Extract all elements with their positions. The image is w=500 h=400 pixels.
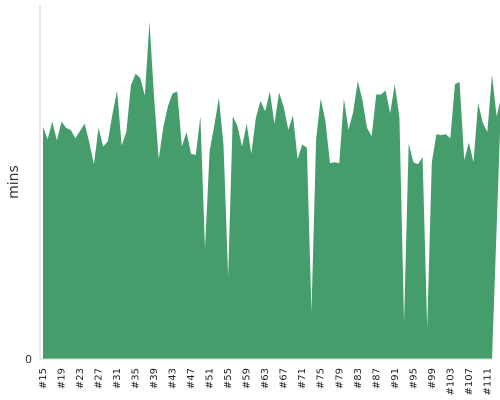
x-tick-label: #111 xyxy=(482,368,493,395)
x-tick-label: #59 xyxy=(242,368,253,389)
x-tick-label: #31 xyxy=(112,368,123,389)
x-tick-label: #95 xyxy=(408,368,419,389)
x-tick-label: #67 xyxy=(279,368,290,389)
x-tick-label: #35 xyxy=(131,368,142,389)
x-tick-label: #47 xyxy=(186,368,197,389)
x-tick-label: #15 xyxy=(38,368,49,389)
x-tick-label: #99 xyxy=(427,368,438,389)
x-tick-label: #43 xyxy=(168,368,179,389)
x-tick-label: #55 xyxy=(223,368,234,389)
x-tick-label: #79 xyxy=(334,368,345,389)
x-tick-label: #71 xyxy=(297,368,308,389)
x-tick-label: #51 xyxy=(205,368,216,389)
y-axis-label: mins xyxy=(6,165,22,199)
area-series-mins xyxy=(43,21,500,359)
x-tick-label: #23 xyxy=(75,368,86,389)
x-tick-label: #19 xyxy=(57,368,68,389)
x-tick-labels: #15 #19 #23 #27 #31 #35 #39 #43 #47 #51 #55 #59 #63 #… xyxy=(38,368,493,395)
x-tick-label: #27 xyxy=(94,368,105,389)
y-tick-label-0: 0 xyxy=(25,353,32,366)
plot-area xyxy=(39,5,500,360)
x-tick-label: #103 xyxy=(445,368,456,395)
x-tick-label: #107 xyxy=(464,368,475,395)
x-tick-label: #75 xyxy=(316,368,327,389)
x-tick-label: #87 xyxy=(371,368,382,389)
x-tick-label: #83 xyxy=(353,368,364,389)
x-tick-label: #39 xyxy=(149,368,160,389)
x-tick-label: #91 xyxy=(390,368,401,389)
x-tick-label: #63 xyxy=(260,368,271,389)
